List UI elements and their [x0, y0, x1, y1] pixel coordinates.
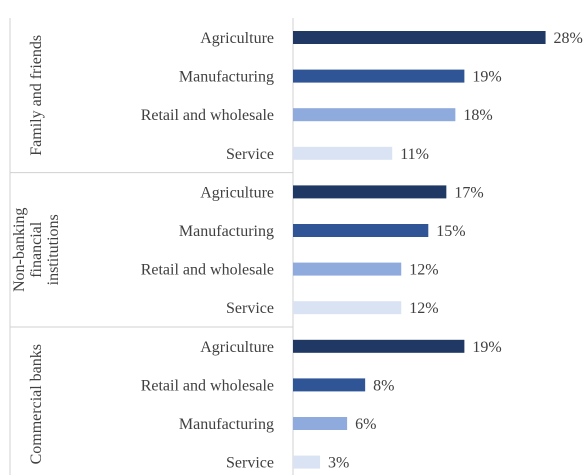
- group-dividers: [9, 18, 294, 475]
- bar: [293, 31, 546, 44]
- bar: [293, 262, 402, 276]
- value-labels: 28% 19% 18% 11% 17% 15% 12% 12% 19% 8% 6% 3%: [328, 30, 583, 472]
- bar: [293, 378, 366, 392]
- category-label: Manufacturing: [179, 223, 274, 240]
- bar: [293, 455, 321, 469]
- bar: [293, 69, 465, 83]
- value-label: 11%: [400, 146, 429, 163]
- value-label: 19%: [472, 339, 501, 356]
- category-label: Agriculture: [200, 184, 274, 201]
- category-label: Agriculture: [200, 30, 274, 47]
- value-label: 18%: [463, 107, 492, 124]
- bar: [293, 146, 393, 160]
- bar: [293, 224, 429, 237]
- value-label: 12%: [409, 262, 438, 279]
- bar: [293, 301, 402, 315]
- value-label: 17%: [454, 184, 483, 201]
- value-label: 8%: [373, 377, 394, 394]
- category-label: Service: [226, 455, 274, 472]
- group-labels: Family and friends Non-bankingfinancialin…: [11, 35, 62, 465]
- value-label: 12%: [409, 300, 438, 317]
- category-labels: Agriculture Manufacturing Retail and whole…: [141, 30, 274, 472]
- bar: [293, 185, 447, 199]
- value-label: 15%: [436, 223, 465, 240]
- group-label: Non-bankingfinancialinstitutions: [11, 208, 62, 292]
- value-label: 19%: [472, 69, 501, 86]
- bars: [293, 31, 546, 469]
- value-label: 3%: [328, 455, 349, 472]
- value-label: 6%: [355, 416, 376, 433]
- category-label: Retail and wholesale: [141, 377, 274, 394]
- category-label: Retail and wholesale: [141, 107, 274, 124]
- category-label: Manufacturing: [179, 69, 274, 86]
- value-label: 28%: [554, 30, 583, 47]
- category-label: Service: [226, 146, 274, 163]
- category-label: Agriculture: [200, 339, 274, 356]
- group-label: Family and friends: [28, 35, 45, 156]
- bar: [293, 417, 348, 430]
- bar: [293, 339, 465, 353]
- group-label: Commercial banks: [28, 344, 45, 464]
- bar: [293, 108, 456, 122]
- category-label: Service: [226, 300, 274, 317]
- category-label: Retail and wholesale: [141, 262, 274, 279]
- category-label: Manufacturing: [179, 416, 274, 433]
